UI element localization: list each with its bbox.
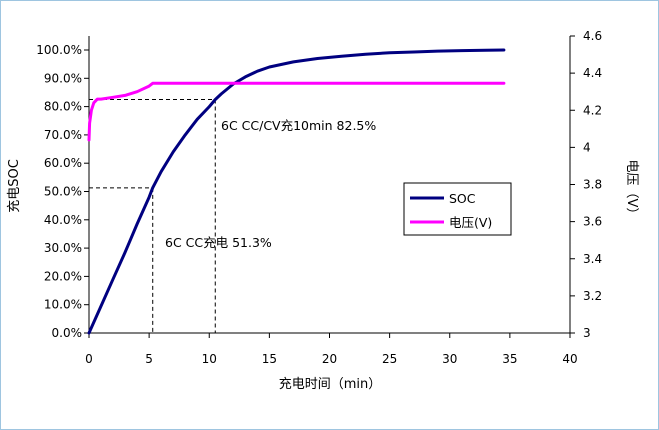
x-tick-label: 15 xyxy=(262,352,277,366)
legend-label-soc: SOC xyxy=(449,191,476,206)
y-left-tick-label: 60.0% xyxy=(44,156,82,170)
y-right-tick-label: 4 xyxy=(583,140,591,154)
legend: SOC 电压(V) xyxy=(403,182,512,236)
annotation-guides xyxy=(89,99,216,333)
x-axis-title: 充电时间（min） xyxy=(279,376,382,392)
y-right-tick-label: 4.2 xyxy=(583,103,602,117)
y-left-tick-label: 20.0% xyxy=(44,269,82,283)
x-tick-label: 0 xyxy=(85,352,93,366)
y-right-tick-label: 3.6 xyxy=(583,215,602,229)
series-line-soc xyxy=(87,48,506,335)
y-left-tick-label: 10.0% xyxy=(44,298,82,312)
annotation-cccv: 6C CC/CV充10min 82.5% xyxy=(221,118,376,133)
legend-label-voltage: 电压(V) xyxy=(449,215,492,230)
y-right-tick-label: 3.8 xyxy=(583,178,602,192)
y-left-tick-label: 30.0% xyxy=(44,241,82,255)
annotation-cc: 6C CC充电 51.3% xyxy=(165,235,272,250)
y-right-tick-label: 3.2 xyxy=(583,289,602,303)
x-tick-label: 25 xyxy=(382,352,397,366)
y-left-tick-label: 80.0% xyxy=(44,100,82,114)
y-left-axis-title: 充电SOC xyxy=(6,159,22,213)
x-tick-label: 30 xyxy=(442,352,457,366)
y-right-tick-label: 3 xyxy=(583,326,591,340)
y-left-tick-label: 100.0% xyxy=(36,43,82,57)
y-right-tick-label: 4.6 xyxy=(583,29,602,43)
series-layer xyxy=(87,48,506,335)
tick-marks xyxy=(84,35,575,338)
series-line-voltage xyxy=(87,81,506,142)
legend-box xyxy=(403,182,512,236)
tick-labels: 0 5 10 15 20 25 30 35 40 0.0% 10.0% 20.0% 30.0% 40.0%… xyxy=(36,29,602,366)
y-left-tick-label: 70.0% xyxy=(44,128,82,142)
y-right-axis-title: 电压（V） xyxy=(624,160,639,221)
x-tick-label: 20 xyxy=(322,352,337,366)
y-right-tick-label: 3.4 xyxy=(583,252,602,266)
y-left-tick-label: 90.0% xyxy=(44,71,82,85)
y-left-tick-label: 50.0% xyxy=(44,185,82,199)
y-left-tick-label: 0.0% xyxy=(52,326,83,340)
x-tick-label: 5 xyxy=(145,352,153,366)
y-right-tick-label: 4.4 xyxy=(583,66,602,80)
x-tick-label: 10 xyxy=(202,352,217,366)
x-tick-label: 40 xyxy=(562,352,577,366)
x-tick-label: 35 xyxy=(502,352,517,366)
y-left-tick-label: 40.0% xyxy=(44,213,82,227)
